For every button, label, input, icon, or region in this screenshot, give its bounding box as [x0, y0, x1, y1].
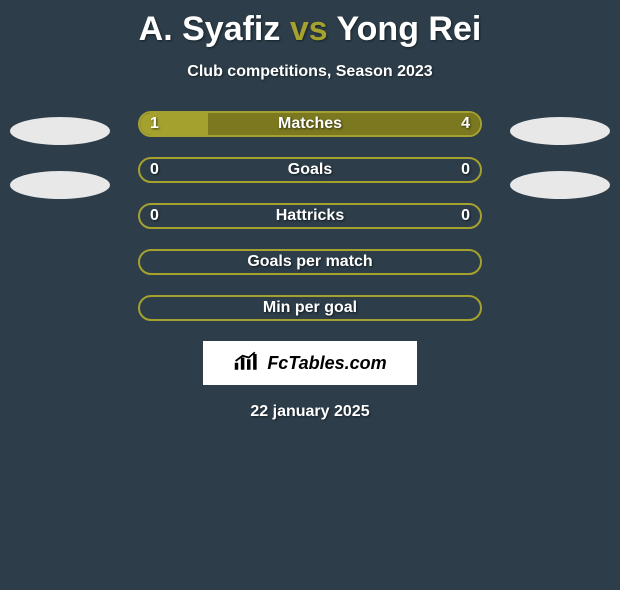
- footer-brand: FcTables.com: [267, 353, 386, 374]
- stat-bar: Matches1 4: [138, 111, 482, 137]
- title-vs: vs: [290, 10, 328, 48]
- stat-label: Min per goal: [140, 297, 480, 319]
- stat-value-left: 0: [140, 205, 169, 227]
- right-badge-column: [500, 111, 620, 199]
- stat-label: Matches: [140, 113, 480, 135]
- subtitle: Club competitions, Season 2023: [0, 63, 620, 81]
- stat-value-left: 1: [140, 113, 169, 135]
- stats-area: Matches14Goals00Hattricks00Goals per mat…: [0, 111, 620, 321]
- stat-bar: Hattricks0 0: [138, 203, 482, 229]
- chart-bars-icon: [233, 350, 261, 377]
- footer-logo: FcTables.com: [203, 341, 417, 385]
- stat-label: Goals: [140, 159, 480, 181]
- right-badge-1: [510, 117, 610, 145]
- page-title: A. Syafiz vs Yong Rei: [0, 10, 620, 49]
- stat-bar: Goals per match: [138, 249, 482, 275]
- stat-bar: Min per goal: [138, 295, 482, 321]
- stat-bars: Matches14Goals00Hattricks00Goals per mat…: [138, 111, 482, 321]
- stat-label: Hattricks: [140, 205, 480, 227]
- footer-date: 22 january 2025: [0, 403, 620, 421]
- left-badge-2: [10, 171, 110, 199]
- left-badge-column: [0, 111, 120, 199]
- title-player2: Yong Rei: [337, 10, 482, 48]
- stat-value-right: 0: [451, 205, 480, 227]
- left-badge-1: [10, 117, 110, 145]
- stat-value-right: 4: [451, 113, 480, 135]
- stat-value-left: 0: [140, 159, 169, 181]
- stat-bar: Goals0 0: [138, 157, 482, 183]
- stat-value-right: 0: [451, 159, 480, 181]
- right-badge-2: [510, 171, 610, 199]
- stat-label: Goals per match: [140, 251, 480, 273]
- title-player1: A. Syafiz: [139, 10, 281, 48]
